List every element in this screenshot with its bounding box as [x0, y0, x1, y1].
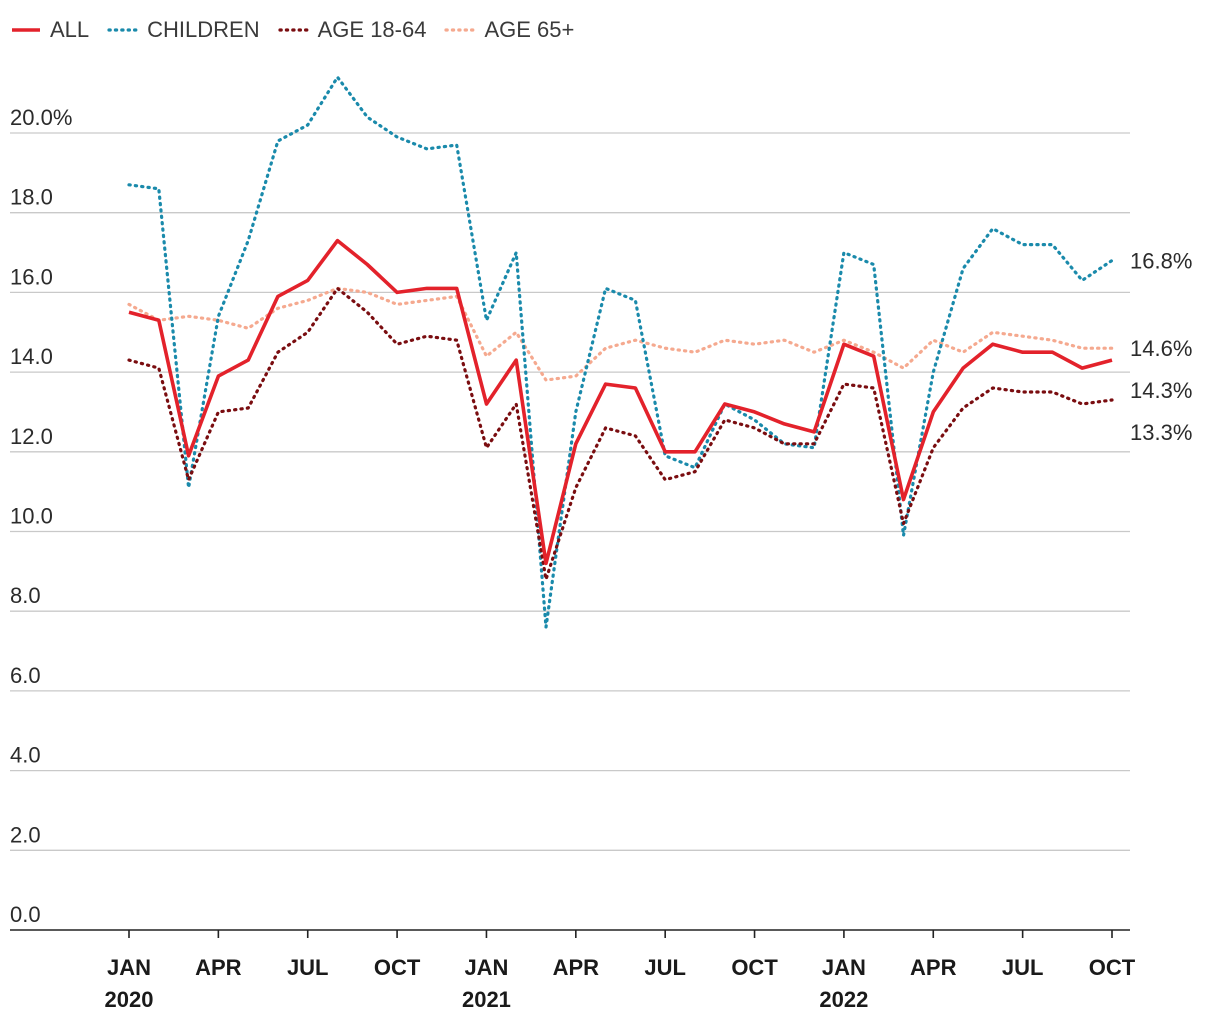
y-tick-label: 20.0%	[10, 105, 72, 130]
y-tick-label: 10.0	[10, 504, 53, 529]
legend-item-children: CHILDREN	[107, 17, 260, 43]
x-tick-label: JUL	[1002, 955, 1044, 980]
x-tick-label: OCT	[731, 955, 778, 980]
legend-swatch	[278, 28, 310, 32]
x-tick-label: APR	[910, 955, 957, 980]
y-tick-label: 6.0	[10, 663, 41, 688]
legend: ALL CHILDREN AGE 18-64 AGE 65+	[10, 14, 574, 46]
x-tick-label: JAN	[107, 955, 151, 980]
x-tick-label: JUL	[644, 955, 686, 980]
end-value-label: 14.6%	[1130, 336, 1192, 361]
end-value-label: 16.8%	[1130, 249, 1192, 274]
legend-label: AGE 18-64	[317, 17, 427, 42]
legend-item-all: ALL	[10, 17, 89, 43]
y-tick-label: 14.0	[10, 344, 53, 369]
y-tick-label: 0.0	[10, 902, 41, 927]
x-year-label: 2020	[105, 987, 154, 1012]
x-tick-label: OCT	[374, 955, 421, 980]
legend-label: AGE 65+	[484, 17, 575, 42]
legend-label: CHILDREN	[147, 17, 260, 42]
series-line-children	[127, 75, 1114, 629]
legend-label: ALL	[50, 17, 90, 42]
x-tick-label: OCT	[1089, 955, 1136, 980]
end-value-label: 13.3%	[1130, 420, 1192, 445]
y-tick-label: 2.0	[10, 822, 41, 847]
series-line-age-18-64	[127, 286, 1114, 581]
legend-swatch	[12, 28, 40, 32]
y-tick-label: 4.0	[10, 743, 41, 768]
x-tick-label: JAN	[464, 955, 508, 980]
legend-item-age-18-64: AGE 18-64	[278, 17, 427, 43]
x-year-label: 2022	[819, 987, 868, 1012]
gridlines	[10, 132, 1130, 851]
series-line-all	[128, 238, 1113, 566]
x-tick-label: JUL	[287, 955, 329, 980]
legend-swatch	[444, 28, 477, 32]
legend-item-age-65: AGE 65+	[444, 17, 574, 43]
x-tick-label: APR	[553, 955, 600, 980]
end-value-label: 14.3%	[1130, 378, 1192, 403]
x-year-label: 2021	[462, 987, 511, 1012]
x-tick-label: APR	[195, 955, 242, 980]
y-tick-label: 8.0	[10, 583, 41, 608]
legend-swatch	[107, 28, 139, 32]
y-tick-label: 18.0	[10, 185, 53, 210]
x-tick-label: JAN	[822, 955, 866, 980]
y-tick-label: 16.0	[10, 264, 53, 289]
y-tick-label: 12.0	[10, 424, 53, 449]
series-line-age-65	[127, 286, 1114, 382]
